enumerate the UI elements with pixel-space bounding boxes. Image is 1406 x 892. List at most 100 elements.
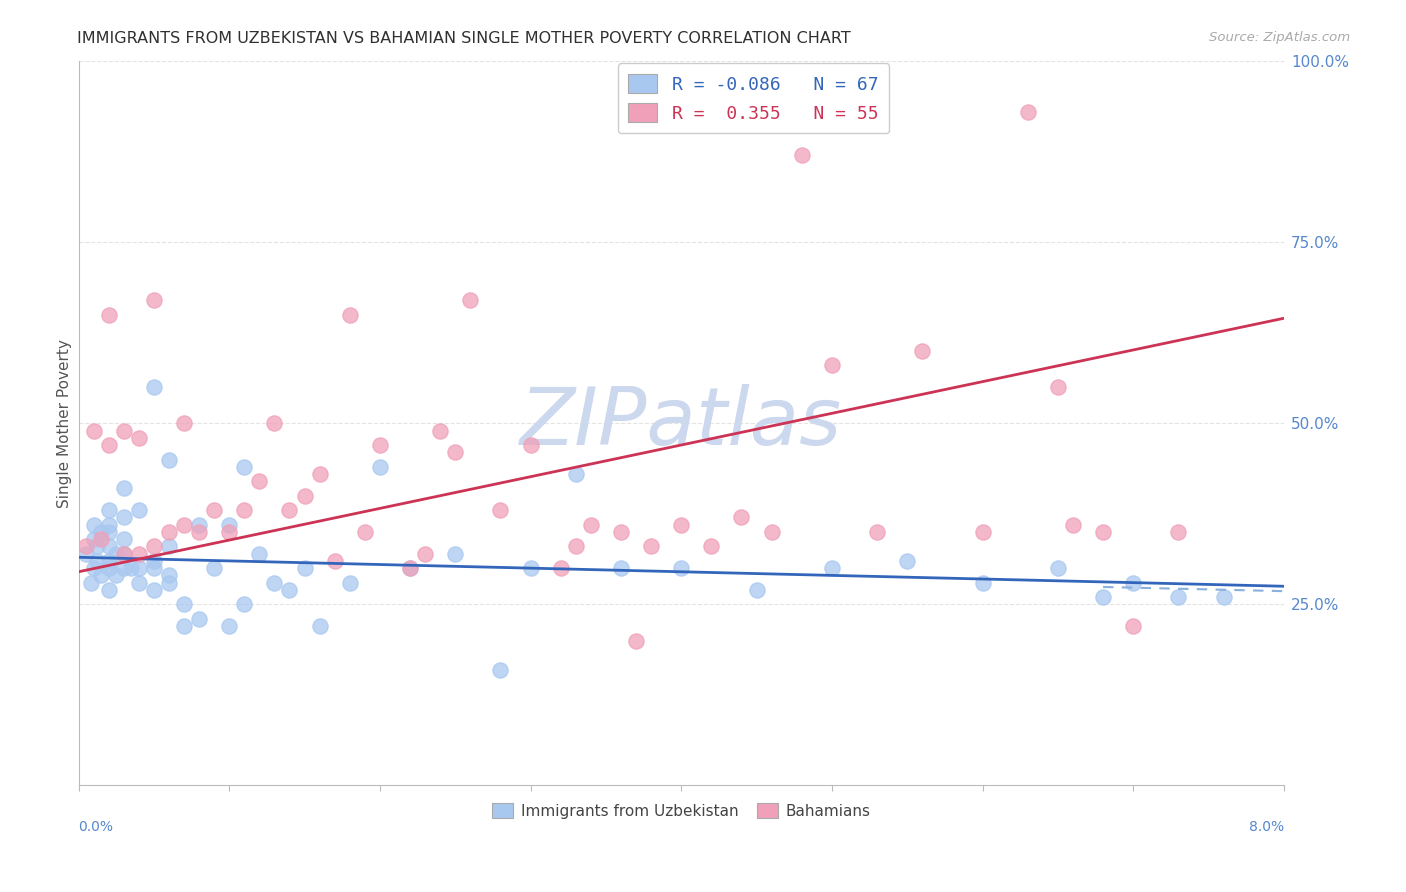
Point	[1046, 380, 1069, 394]
Point	[86, 554, 108, 568]
Point	[790, 148, 813, 162]
Point	[308, 619, 330, 633]
Point	[128, 547, 150, 561]
Point	[247, 547, 270, 561]
Text: Source: ZipAtlas.com: Source: ZipAtlas.com	[1209, 31, 1350, 45]
Point	[233, 598, 256, 612]
Point	[79, 575, 101, 590]
Point	[519, 561, 541, 575]
Point	[97, 554, 120, 568]
Point	[142, 293, 165, 307]
Point	[233, 459, 256, 474]
Text: IMMIGRANTS FROM UZBEKISTAN VS BAHAMIAN SINGLE MOTHER POVERTY CORRELATION CHART: IMMIGRANTS FROM UZBEKISTAN VS BAHAMIAN S…	[77, 31, 851, 46]
Point	[157, 540, 180, 554]
Point	[368, 459, 391, 474]
Point	[90, 568, 112, 582]
Text: ZIPatlas: ZIPatlas	[520, 384, 842, 462]
Point	[323, 554, 346, 568]
Y-axis label: Single Mother Poverty: Single Mother Poverty	[58, 339, 72, 508]
Point	[565, 540, 588, 554]
Point	[1092, 590, 1115, 604]
Point	[142, 582, 165, 597]
Point	[188, 517, 211, 532]
Point	[1167, 590, 1189, 604]
Point	[233, 503, 256, 517]
Point	[142, 540, 165, 554]
Point	[173, 517, 195, 532]
Point	[489, 503, 512, 517]
Point	[489, 663, 512, 677]
Point	[1092, 524, 1115, 539]
Point	[671, 517, 693, 532]
Point	[866, 524, 889, 539]
Point	[97, 524, 120, 539]
Point	[97, 438, 120, 452]
Point	[1212, 590, 1234, 604]
Point	[294, 489, 316, 503]
Point	[173, 598, 195, 612]
Point	[90, 532, 112, 546]
Point	[458, 293, 481, 307]
Point	[218, 619, 240, 633]
Point	[399, 561, 422, 575]
Point	[263, 417, 285, 431]
Point	[247, 474, 270, 488]
Point	[173, 619, 195, 633]
Point	[157, 575, 180, 590]
Point	[821, 359, 844, 373]
Point	[128, 575, 150, 590]
Point	[444, 445, 467, 459]
Point	[202, 561, 225, 575]
Point	[120, 561, 142, 575]
Point	[399, 561, 422, 575]
Point	[75, 540, 97, 554]
Point	[896, 554, 918, 568]
Point	[173, 417, 195, 431]
Point	[75, 547, 97, 561]
Point	[972, 524, 994, 539]
Point	[112, 424, 135, 438]
Point	[97, 503, 120, 517]
Point	[1122, 619, 1144, 633]
Point	[579, 517, 602, 532]
Point	[278, 582, 301, 597]
Point	[142, 380, 165, 394]
Point	[972, 575, 994, 590]
Point	[413, 547, 436, 561]
Point	[308, 467, 330, 481]
Text: 8.0%: 8.0%	[1249, 821, 1284, 834]
Point	[112, 482, 135, 496]
Point	[97, 561, 120, 575]
Point	[610, 561, 633, 575]
Point	[610, 524, 633, 539]
Point	[112, 561, 135, 575]
Point	[128, 431, 150, 445]
Point	[640, 540, 662, 554]
Point	[444, 547, 467, 561]
Point	[294, 561, 316, 575]
Point	[1122, 575, 1144, 590]
Point	[97, 517, 120, 532]
Point	[671, 561, 693, 575]
Point	[157, 452, 180, 467]
Point	[278, 503, 301, 517]
Legend: Immigrants from Uzbekistan, Bahamians: Immigrants from Uzbekistan, Bahamians	[485, 797, 877, 825]
Point	[128, 503, 150, 517]
Point	[519, 438, 541, 452]
Point	[745, 582, 768, 597]
Point	[188, 612, 211, 626]
Point	[624, 633, 647, 648]
Point	[142, 561, 165, 575]
Text: 0.0%: 0.0%	[79, 821, 114, 834]
Point	[565, 467, 588, 481]
Point	[112, 510, 135, 524]
Point	[128, 561, 150, 575]
Point	[1046, 561, 1069, 575]
Point	[97, 582, 120, 597]
Point	[202, 503, 225, 517]
Point	[761, 524, 783, 539]
Point	[105, 568, 128, 582]
Point	[368, 438, 391, 452]
Point	[1062, 517, 1084, 532]
Point	[1017, 104, 1039, 119]
